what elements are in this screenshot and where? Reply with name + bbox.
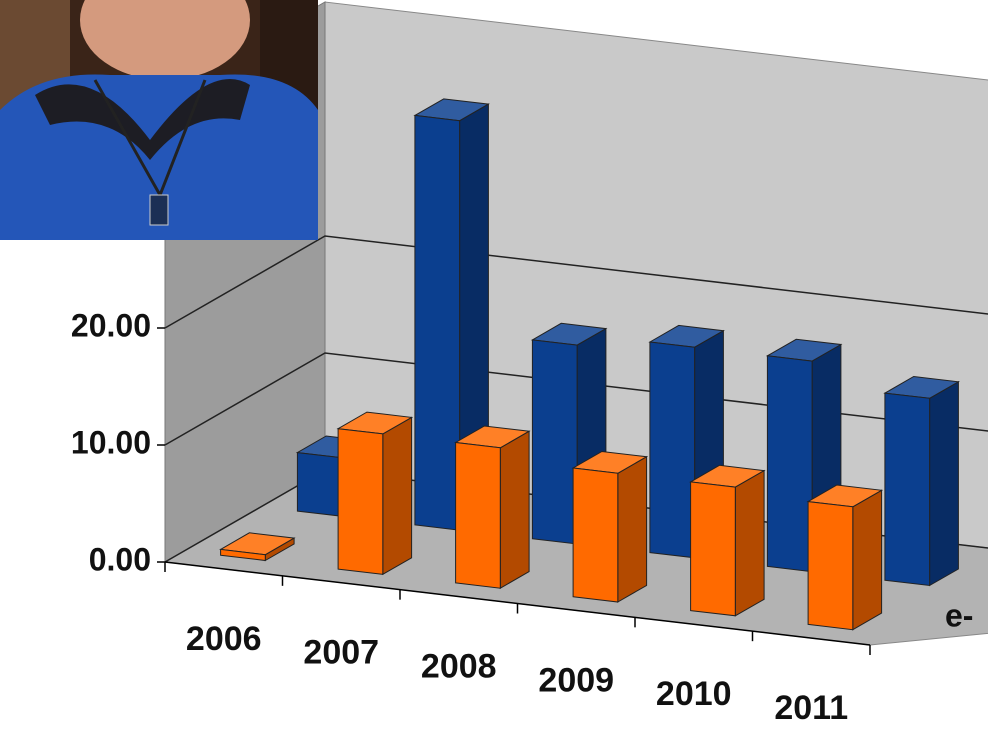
- bar: [766, 355, 813, 573]
- y-tick-label: 10.00: [71, 424, 151, 460]
- bar: [220, 548, 266, 562]
- bar-side: [929, 380, 959, 587]
- photo-pendant: [149, 194, 169, 226]
- bar: [649, 341, 696, 559]
- grid-line: [164, 352, 988, 446]
- x-tick-label: 2010: [656, 675, 732, 713]
- x-tick-label: 2007: [303, 634, 379, 672]
- bar-side: [382, 416, 413, 576]
- plot-area: 0.00 10.00 20.00 2006 2007 2008 2009 2010 2011: [71, 1, 988, 727]
- bar: [414, 114, 461, 531]
- x-tick-label: 2009: [538, 661, 614, 699]
- bar: [884, 392, 931, 587]
- y-tick-label: 0.00: [89, 541, 151, 577]
- bar: [337, 428, 384, 575]
- photo: [0, 0, 318, 240]
- x-tick-label: 2011: [774, 689, 848, 727]
- bar: [690, 481, 736, 617]
- bar-side: [852, 489, 883, 631]
- bar: [296, 452, 343, 517]
- bar-side: [499, 430, 530, 590]
- bar: [455, 441, 501, 589]
- x-tick-label: 2008: [421, 648, 497, 686]
- depth-axis-label: e-: [945, 597, 973, 633]
- y-tick-label: 20.00: [71, 307, 151, 343]
- bar: [572, 467, 619, 603]
- photo-face: [80, 0, 250, 80]
- bar-side: [617, 455, 648, 603]
- x-tick-label: 2006: [186, 620, 262, 658]
- bar: [531, 339, 578, 545]
- bar: [807, 501, 854, 631]
- grid-line: [164, 235, 988, 329]
- bar-side: [734, 469, 765, 617]
